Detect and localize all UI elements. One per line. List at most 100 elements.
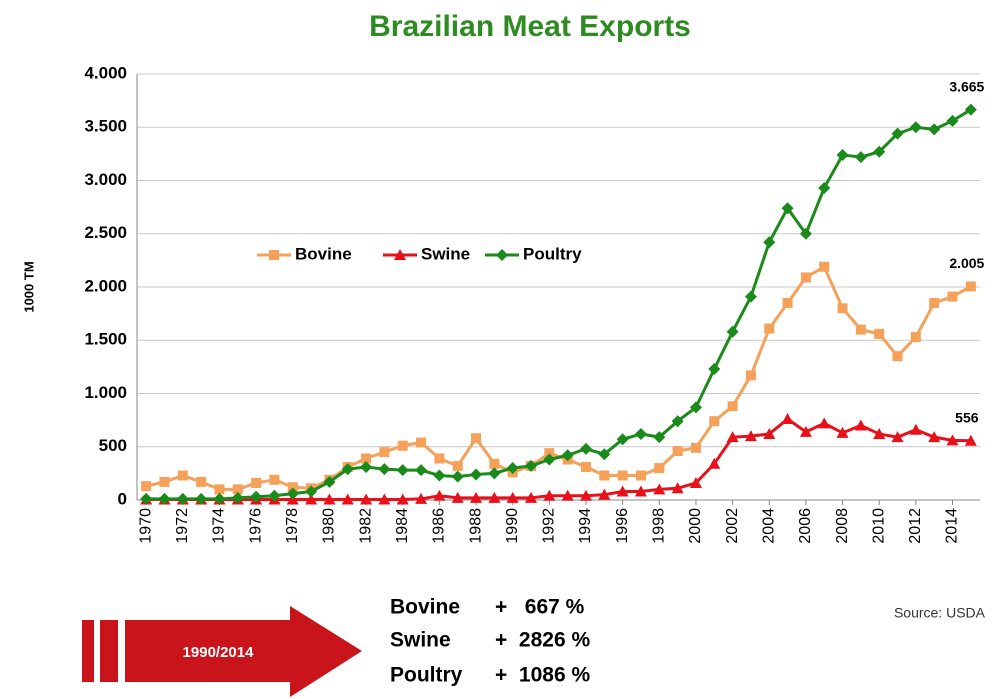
legend-item: Swine [383,244,470,263]
marker [360,460,373,473]
x-tick-label: 1996 [614,508,631,544]
marker [544,448,555,459]
marker [232,484,243,495]
marker [634,485,647,497]
y-tick-label: 3.000 [84,170,127,189]
marker [836,148,849,161]
marker [964,103,977,116]
marker [434,453,445,464]
marker [341,493,354,505]
x-tick-label: 2012 [907,508,924,544]
x-tick-label: 2000 [687,508,704,544]
marker [800,272,811,283]
data-label: 2.005 [949,255,984,271]
marker [909,423,922,435]
y-axis-label: 1000 TM [21,261,36,312]
x-tick-label: 2006 [797,508,814,544]
marker [580,461,591,472]
line [146,108,972,501]
marker [764,323,775,334]
series: 2.005 [141,255,985,495]
marker [616,485,629,497]
marker [360,493,373,505]
marker [892,351,903,362]
marker [763,236,776,249]
marker [176,492,189,505]
x-tick-label: 1988 [467,508,484,544]
marker [855,324,866,335]
marker [891,431,904,443]
line [146,417,971,501]
marker [745,370,756,381]
marker [543,489,556,501]
marker [909,121,922,134]
arrow-bar [82,620,94,682]
marker [653,483,666,495]
marker [451,470,464,483]
marker [452,460,463,471]
x-tick-label: 1982 [357,508,374,544]
marker [671,415,684,428]
growth-name: Swine [390,629,451,652]
x-tick-label: 1974 [211,508,228,544]
marker [416,437,427,448]
marker [836,426,849,438]
x-tick-label: 1990 [504,508,521,544]
period-label: 1990/2014 [183,644,255,661]
x-tick-label: 1976 [247,508,264,544]
y-tick-label: 500 [99,436,127,455]
marker [396,493,409,505]
y-tick-label: 3.500 [84,117,127,136]
marker [158,492,171,505]
chart-title: Brazilian Meat Exports [369,10,691,43]
marker [305,485,318,498]
x-tick-label: 2004 [760,508,777,544]
marker [599,470,610,481]
x-tick-label: 2014 [944,508,961,544]
marker [231,491,244,504]
marker [617,470,628,481]
marker [287,482,298,493]
marker [929,297,940,308]
marker [496,249,508,261]
marker [196,476,207,487]
marker [397,440,408,451]
marker [744,290,757,303]
y-tick-label: 0 [118,489,127,508]
arrow [125,606,362,697]
marker [799,425,812,437]
growth-value: + 667 % [495,596,585,619]
x-tick-label: 1972 [174,508,191,544]
marker [854,151,867,164]
series: 3.665 [140,78,985,505]
marker [379,447,390,458]
legend-label: Poultry [523,244,582,263]
growth-value: + 1086 % [495,664,590,687]
marker [726,325,739,338]
marker [396,464,409,477]
marker [214,484,225,495]
marker [341,463,354,476]
marker [433,469,446,482]
marker [323,493,336,505]
marker [489,458,500,469]
marker [378,463,391,476]
marker [177,470,188,481]
marker [415,464,428,477]
marker [323,475,336,488]
marker [525,491,538,503]
marker [964,434,977,446]
legend-item: Bovine [257,244,352,263]
marker [286,487,299,500]
data-label: 556 [955,409,979,425]
x-tick-label: 1980 [321,508,338,544]
marker [361,453,372,464]
marker [873,427,886,439]
y-tick-label: 4.000 [84,63,127,82]
marker [946,114,959,127]
x-tick-label: 1986 [431,508,448,544]
marker [874,328,885,339]
marker [653,431,666,444]
legend-item: Poultry [485,244,582,263]
marker [250,490,263,503]
